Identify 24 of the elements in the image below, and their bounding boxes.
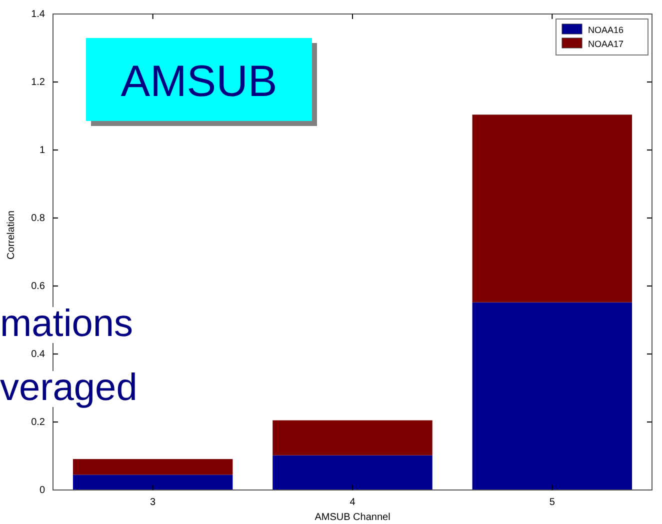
legend-label: NOAA16 [588,25,624,35]
x-tick-label: 3 [150,497,156,508]
y-tick-label: 1.4 [31,9,46,20]
y-tick-label: 1 [39,145,46,156]
text: AMSUB [120,57,278,106]
bar [72,474,233,490]
y-axis-title: Correlation [6,210,17,260]
y-tick-label: 0.8 [31,213,46,224]
y-tick-label: 1.2 [31,77,46,88]
y-tick-label: 0.6 [31,281,46,292]
x-tick-label: 4 [350,497,356,508]
bar [472,302,632,490]
y-tick-label: 0.2 [31,417,46,428]
bar [472,114,632,302]
x-axis-title: AMSUB Channel [314,512,390,523]
x-tick-label: 5 [549,497,556,508]
annotation: veraged [0,367,138,409]
legend-label: NOAA17 [588,39,624,49]
bar [72,459,233,475]
annotation: mations [0,303,134,345]
bar [272,455,432,490]
y-tick-label: 0 [39,485,46,496]
bar [272,420,432,456]
y-tick-label: 0.4 [31,349,46,360]
